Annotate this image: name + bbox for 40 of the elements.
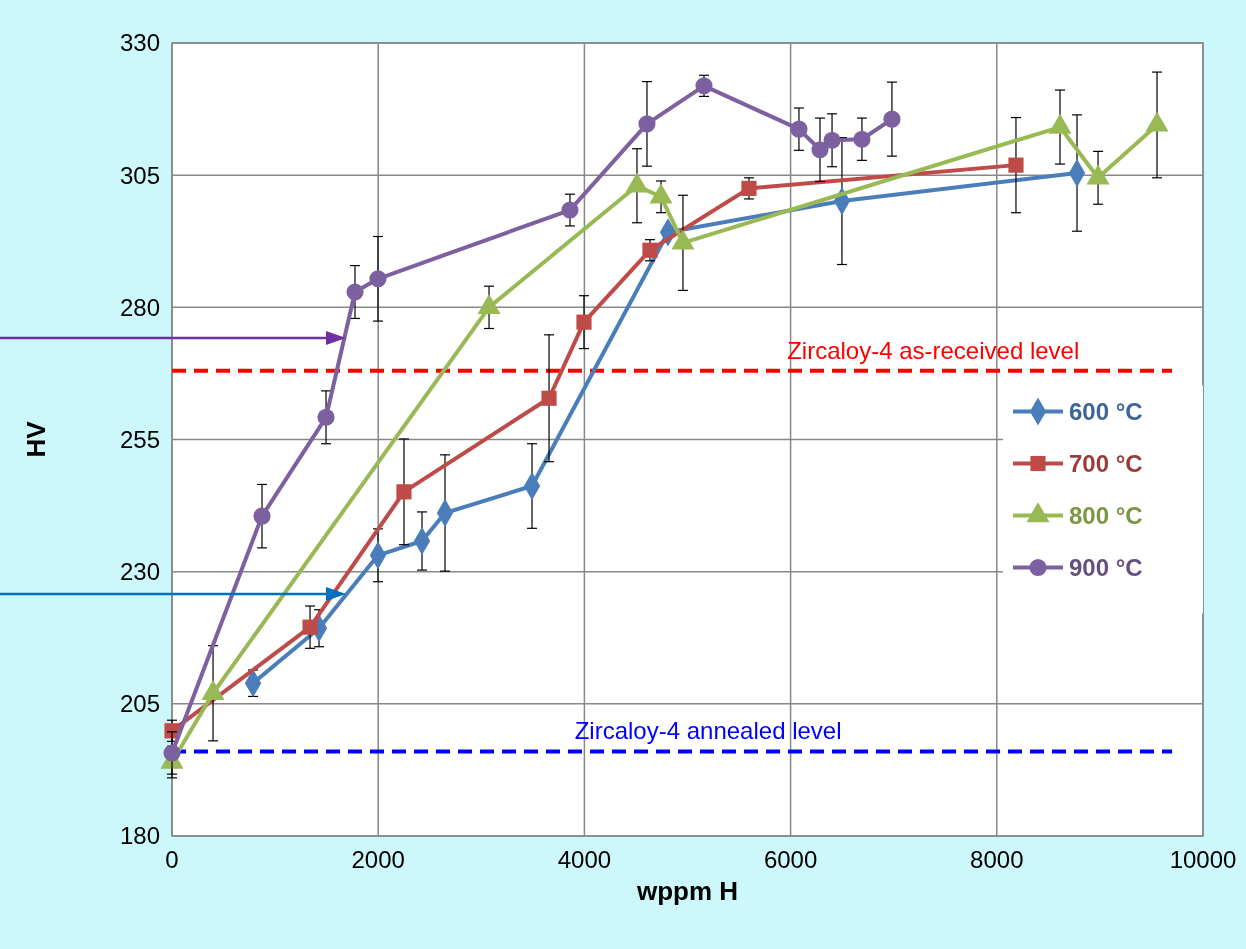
x-tick-label: 6000 — [763, 846, 818, 873]
point — [883, 110, 901, 128]
point — [642, 242, 658, 258]
point — [302, 619, 318, 635]
point — [638, 115, 656, 133]
x-tick-label: 4000 — [557, 846, 612, 873]
y-tick-label: 280 — [119, 293, 160, 321]
y-tick-label: 230 — [119, 558, 160, 586]
ref-line-label: Zircaloy-4 as-received level — [787, 336, 1080, 364]
point — [317, 408, 335, 426]
legend-label: 900 °C — [1069, 553, 1143, 581]
point — [853, 130, 871, 148]
y-tick-label: 180 — [119, 822, 160, 850]
point — [811, 141, 829, 159]
x-tick-label: 10000 — [1169, 846, 1237, 873]
y-tick-label: 330 — [119, 29, 160, 57]
x-axis-title: wppm H — [635, 876, 739, 906]
point — [163, 744, 181, 762]
x-tick-label: 8000 — [970, 846, 1024, 873]
x-tick-label: 0 — [165, 846, 179, 873]
point — [576, 314, 592, 330]
point — [1008, 157, 1024, 173]
y-tick-label: 255 — [119, 425, 160, 453]
x-tick-label: 2000 — [351, 846, 405, 873]
ref-line-label: Zircaloy-4 annealed level — [574, 717, 842, 745]
legend-label: 800 °C — [1069, 501, 1143, 529]
point — [741, 180, 757, 196]
legend-label: 700 °C — [1069, 449, 1143, 477]
point — [346, 283, 364, 301]
point — [823, 131, 841, 149]
point — [790, 120, 808, 138]
point — [561, 201, 579, 219]
y-tick-label: 305 — [119, 161, 160, 189]
legend-label: 600 °C — [1069, 397, 1143, 425]
point — [369, 270, 387, 288]
point — [541, 390, 557, 406]
point — [253, 507, 271, 525]
y-axis-title: HV — [21, 420, 51, 458]
point — [396, 484, 412, 500]
y-tick-label: 205 — [119, 690, 160, 718]
